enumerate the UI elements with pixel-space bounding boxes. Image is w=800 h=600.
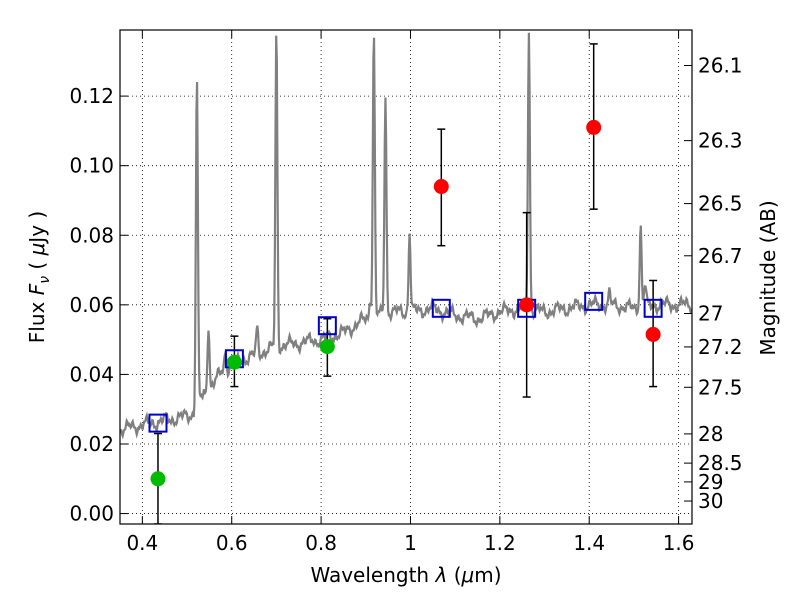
model-photometry-point xyxy=(643,298,663,318)
x-tick-label: 1.6 xyxy=(663,531,695,555)
grid xyxy=(120,30,692,524)
x-tick-label: 1 xyxy=(404,531,417,555)
y2-tick-label: 27.2 xyxy=(698,335,743,359)
observed-flux-point xyxy=(226,354,242,370)
model-photometry-point xyxy=(584,291,604,311)
y-axis-title: Flux Fν ( μJy ) xyxy=(25,211,53,343)
x-tick-label: 1.4 xyxy=(573,531,605,555)
y2-tick-label: 30 xyxy=(698,489,723,513)
model-photometry-point xyxy=(148,413,168,433)
y-tick-label: 0.00 xyxy=(69,502,114,526)
y2-tick-label: 29 xyxy=(698,470,723,494)
y2-tick-label: 26.1 xyxy=(698,53,743,77)
marker-layer xyxy=(148,119,663,487)
y2-tick-label: 26.7 xyxy=(698,244,743,268)
y2-tick-label: 28 xyxy=(698,422,723,446)
y-tick-label: 0.06 xyxy=(69,293,114,317)
y2-tick-label: 27 xyxy=(698,302,723,326)
x-axis: 0.4 0.6 0.8 1 1.2 1.4 1.6 xyxy=(126,30,695,555)
y-tick-label: 0.10 xyxy=(69,154,114,178)
spectrum-layer xyxy=(120,32,692,440)
y-axis: 0.00 0.02 0.04 0.06 0.08 0.10 0.12 xyxy=(69,84,128,526)
y-tick-label: 0.02 xyxy=(69,432,114,456)
x-tick-label: 1.2 xyxy=(484,531,516,555)
observed-flux-point xyxy=(586,119,602,135)
x-tick-label: 0.6 xyxy=(216,531,248,555)
observed-flux-point xyxy=(319,339,335,355)
x-tick-label: 0.4 xyxy=(126,531,158,555)
x-tick-label: 0.8 xyxy=(305,531,337,555)
plot-background xyxy=(120,30,692,524)
y-tick-label: 0.08 xyxy=(69,223,114,247)
plot-frame xyxy=(119,29,693,525)
observed-flux-point xyxy=(433,179,449,195)
y2-axis-title: Magnitude (AB) xyxy=(756,200,780,355)
y-tick-label: 0.04 xyxy=(69,362,114,386)
observed-flux-point xyxy=(150,471,166,487)
y2-tick-label: 26.5 xyxy=(698,192,743,216)
y-tick-label: 0.12 xyxy=(69,84,114,108)
x-axis-title: Wavelength λ (μm) xyxy=(310,563,501,587)
observed-flux-point xyxy=(645,326,661,342)
spectrum-line xyxy=(120,32,692,440)
y2-tick-label: 26.3 xyxy=(698,129,743,153)
model-photometry-point xyxy=(317,316,337,336)
observed-flux-point xyxy=(519,297,535,313)
model-photometry-point xyxy=(431,298,451,318)
y2-tick-label: 27.5 xyxy=(698,375,743,399)
y2-tick-label: 28.5 xyxy=(698,451,743,475)
